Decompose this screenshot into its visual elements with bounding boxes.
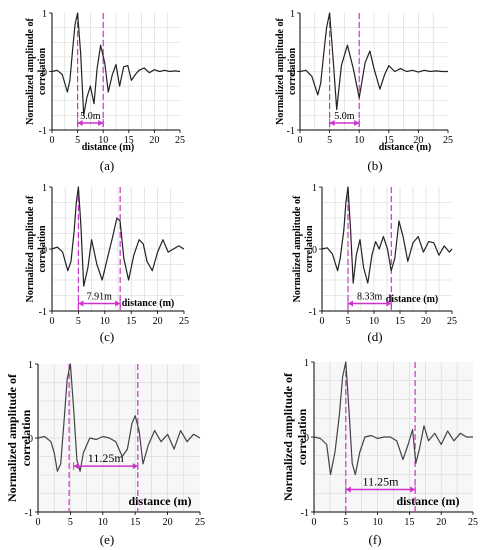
y-axis-title: Normalized amplitude ofcorrelation xyxy=(25,18,48,125)
y-tick-label: 1 xyxy=(290,9,295,20)
y-tick-label: -1 xyxy=(309,307,317,318)
x-axis-title: distance (m) xyxy=(386,294,439,305)
y-axis-title: Normalized amplitude ofcorrelation xyxy=(292,195,315,302)
x-tick-label: 15 xyxy=(130,517,140,528)
y-axis-title: Normalized amplitude ofcorrelation xyxy=(281,372,309,501)
y-tick-label: 1 xyxy=(312,183,317,194)
y-tick-label: 0 xyxy=(304,433,309,444)
y-tick-label: 1 xyxy=(42,183,47,194)
x-tick-label: 0 xyxy=(50,316,55,327)
x-tick-label: 25 xyxy=(443,135,453,146)
x-tick-label: 20 xyxy=(153,316,163,327)
x-tick-label: 15 xyxy=(126,316,136,327)
y-tick-label: 0 xyxy=(28,434,33,445)
y-axis-title: Normalized amplitude ofcorrelation xyxy=(275,18,298,125)
y-tick-label: 0 xyxy=(290,68,295,79)
x-tick-label: 25 xyxy=(195,517,205,528)
annotation-label: 11.25m xyxy=(363,475,400,489)
panel-caption: (d) xyxy=(367,329,382,344)
y-axis-title: Normalized amplitude ofcorrelation xyxy=(25,195,48,302)
y-tick-label: 1 xyxy=(42,9,47,20)
x-tick-label: 20 xyxy=(163,517,173,528)
annotation-label: 8.33m xyxy=(357,292,383,303)
x-tick-label: 0 xyxy=(312,517,317,528)
x-tick-label: 20 xyxy=(149,135,159,146)
y-tick-label: -1 xyxy=(287,126,295,137)
correlation-series-line xyxy=(299,12,448,111)
x-tick-label: 5 xyxy=(75,135,80,146)
panel-caption: (c) xyxy=(100,329,114,344)
y-tick-label: 0 xyxy=(42,68,47,79)
x-tick-label: 20 xyxy=(436,517,446,528)
y-tick-label: -1 xyxy=(301,508,309,519)
x-tick-label: 10 xyxy=(373,517,383,528)
x-tick-label: 15 xyxy=(124,135,134,146)
annotation-arrowheads xyxy=(78,300,121,307)
x-tick-label: 0 xyxy=(298,135,303,146)
x-tick-label: 10 xyxy=(354,135,364,146)
correlation-series-line xyxy=(37,363,201,472)
x-tick-label: 10 xyxy=(369,316,379,327)
x-tick-label: 25 xyxy=(179,316,189,327)
x-tick-label: 5 xyxy=(327,135,332,146)
y-tick-label: 1 xyxy=(28,360,33,371)
correlation-series-line xyxy=(51,12,181,117)
x-tick-label: 5 xyxy=(76,316,81,327)
y-tick-label: 0 xyxy=(42,245,47,256)
y-tick-label: 0 xyxy=(312,245,317,256)
y-tick-label: -1 xyxy=(25,508,33,519)
y-tick-label: -1 xyxy=(39,126,47,137)
y-tick-label: -1 xyxy=(39,307,47,318)
y-tick-label: 1 xyxy=(304,358,309,369)
x-tick-label: 15 xyxy=(395,316,405,327)
panel-caption: (b) xyxy=(367,158,382,173)
annotation-label: 7.91m xyxy=(87,292,113,303)
correlation-series-line xyxy=(51,186,185,287)
x-tick-label: 10 xyxy=(100,316,110,327)
panel-caption: (e) xyxy=(100,532,114,547)
x-tick-label: 25 xyxy=(468,517,478,528)
x-tick-label: 0 xyxy=(36,517,41,528)
x-tick-label: 25 xyxy=(447,316,457,327)
x-tick-label: 20 xyxy=(421,316,431,327)
x-axis-title: distance (m) xyxy=(82,142,135,153)
x-tick-label: 25 xyxy=(175,135,185,146)
x-tick-label: 0 xyxy=(320,316,325,327)
x-tick-label: 10 xyxy=(98,135,108,146)
correlation-series-line xyxy=(321,186,453,284)
panel-caption: (f) xyxy=(369,532,382,547)
x-axis-title: distance (m) xyxy=(379,142,432,153)
x-tick-label: 10 xyxy=(98,517,108,528)
x-tick-label: 15 xyxy=(384,135,394,146)
annotation-label: 11.25m xyxy=(88,451,125,465)
annotation-arrowheads xyxy=(348,300,392,307)
x-tick-label: 5 xyxy=(346,316,351,327)
y-axis-title: Normalized amplitude ofcorrelation xyxy=(5,373,33,502)
x-axis-title: distance (m) xyxy=(129,494,192,508)
x-tick-label: 5 xyxy=(68,517,73,528)
x-tick-label: 15 xyxy=(404,517,414,528)
x-tick-label: 0 xyxy=(50,135,55,146)
panel-caption: (a) xyxy=(100,158,114,173)
x-tick-label: 5 xyxy=(343,517,348,528)
x-tick-label: 20 xyxy=(413,135,423,146)
annotation-label: 5.0m xyxy=(80,111,101,122)
annotation-label: 5.0m xyxy=(334,111,355,122)
x-axis-title: distance (m) xyxy=(397,494,460,508)
x-axis-title: distance (m) xyxy=(122,298,175,309)
correlation-series-line xyxy=(313,361,473,476)
